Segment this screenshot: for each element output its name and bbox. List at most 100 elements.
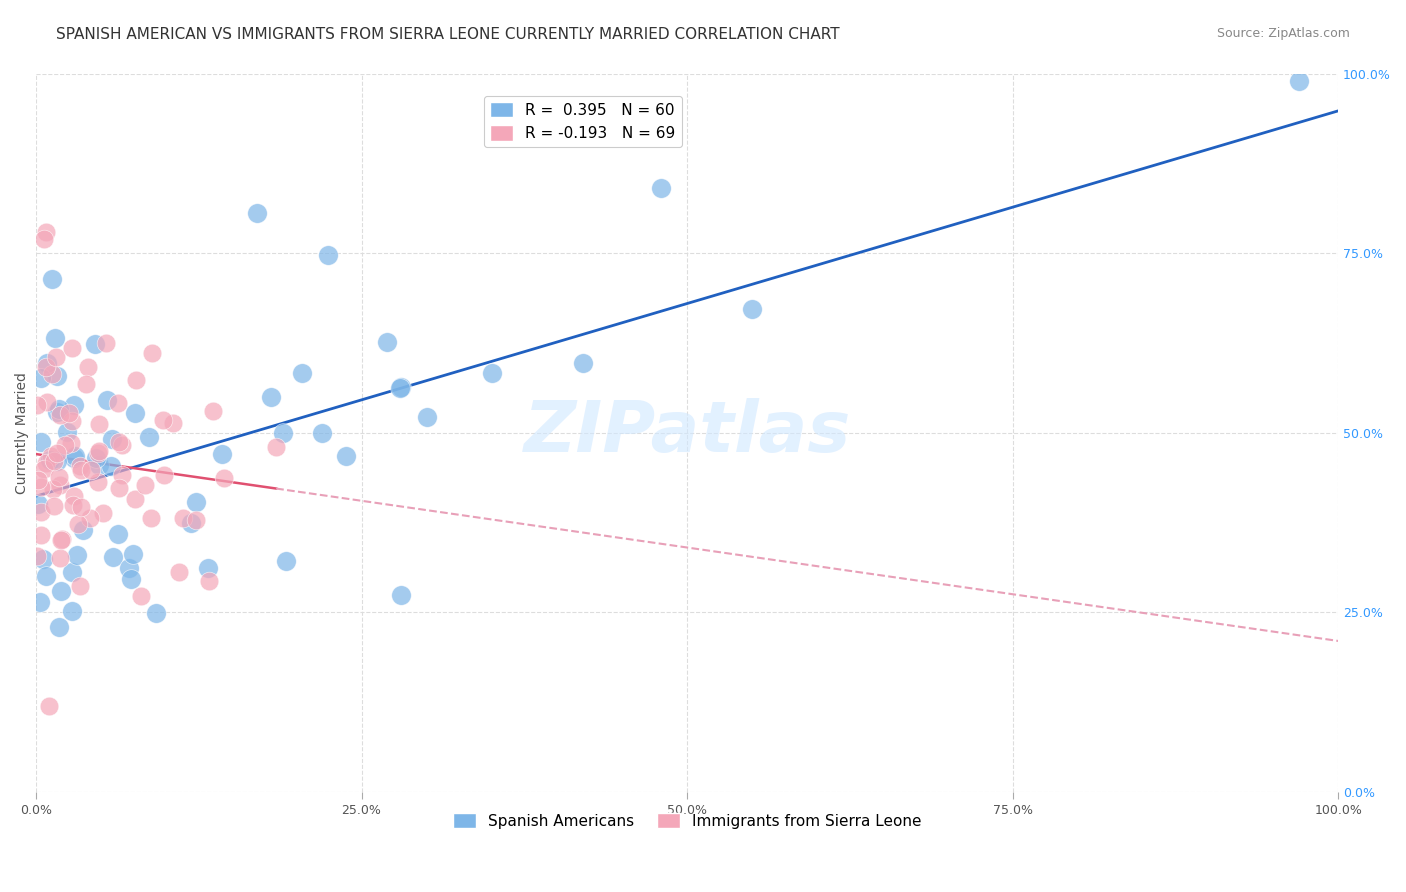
Point — [211, 446, 233, 460]
Point — [375, 334, 398, 349]
Point — [87, 445, 110, 459]
Point — [139, 511, 162, 525]
Point — [46, 405, 69, 419]
Point — [32, 462, 55, 476]
Point — [107, 396, 129, 410]
Point — [66, 549, 89, 563]
Point — [62, 399, 84, 413]
Point — [481, 367, 503, 381]
Point — [70, 500, 93, 514]
Point — [180, 516, 202, 530]
Point — [32, 232, 55, 246]
Point — [30, 434, 52, 449]
Point — [60, 414, 83, 428]
Point — [141, 346, 163, 360]
Point — [46, 454, 69, 468]
Point — [124, 406, 146, 420]
Point — [32, 551, 55, 566]
Point — [197, 561, 219, 575]
Point — [46, 446, 69, 460]
Point — [153, 468, 176, 483]
Point — [48, 401, 70, 416]
Point — [27, 473, 49, 487]
Point — [34, 569, 56, 583]
Point — [572, 356, 595, 370]
Point — [41, 272, 63, 286]
Point — [145, 607, 167, 621]
Point — [39, 449, 62, 463]
Point — [100, 458, 122, 473]
Point — [77, 360, 100, 375]
Point — [51, 533, 73, 547]
Point — [96, 336, 118, 351]
Point — [27, 497, 49, 511]
Point — [335, 449, 357, 463]
Point — [38, 698, 60, 713]
Point — [202, 404, 225, 418]
Point — [103, 549, 125, 564]
Point — [42, 499, 65, 513]
Point — [186, 513, 208, 527]
Point — [30, 528, 52, 542]
Point — [35, 355, 58, 369]
Point — [264, 440, 287, 454]
Point — [87, 475, 110, 489]
Point — [42, 453, 65, 467]
Point — [120, 573, 142, 587]
Point — [259, 390, 281, 404]
Point — [62, 451, 84, 466]
Point — [274, 554, 297, 568]
Point — [138, 430, 160, 444]
Point — [89, 458, 111, 472]
Point — [197, 574, 219, 589]
Point — [389, 380, 412, 394]
Point — [53, 438, 76, 452]
Point — [38, 453, 60, 467]
Point — [86, 450, 108, 465]
Point — [186, 495, 208, 509]
Point — [63, 449, 86, 463]
Point — [172, 510, 194, 524]
Text: Source: ZipAtlas.com: Source: ZipAtlas.com — [1216, 27, 1350, 40]
Point — [69, 463, 91, 477]
Point — [35, 359, 58, 374]
Point — [28, 594, 51, 608]
Point — [118, 560, 141, 574]
Point — [49, 408, 72, 422]
Point — [37, 395, 59, 409]
Point — [389, 587, 412, 601]
Point — [42, 483, 65, 497]
Point — [79, 511, 101, 525]
Point — [49, 551, 72, 566]
Point — [290, 367, 312, 381]
Point — [51, 533, 73, 547]
Point — [25, 549, 48, 563]
Text: SPANISH AMERICAN VS IMMIGRANTS FROM SIERRA LEONE CURRENTLY MARRIED CORRELATION C: SPANISH AMERICAN VS IMMIGRANTS FROM SIER… — [56, 27, 839, 42]
Point — [311, 426, 333, 441]
Point — [60, 565, 83, 579]
Point — [75, 376, 97, 391]
Point — [388, 381, 411, 395]
Point — [56, 425, 79, 439]
Point — [60, 341, 83, 355]
Point — [152, 412, 174, 426]
Legend: Spanish Americans, Immigrants from Sierra Leone: Spanish Americans, Immigrants from Sierr… — [447, 806, 928, 835]
Point — [107, 481, 129, 495]
Point — [108, 435, 131, 450]
Point — [111, 438, 134, 452]
Point — [30, 370, 52, 384]
Point — [650, 181, 672, 195]
Point — [58, 406, 80, 420]
Point — [69, 579, 91, 593]
Point — [741, 301, 763, 316]
Point — [25, 398, 48, 412]
Point — [67, 517, 90, 532]
Point — [69, 459, 91, 474]
Point — [62, 498, 84, 512]
Point — [30, 505, 52, 519]
Point — [79, 463, 101, 477]
Point — [96, 392, 118, 407]
Point — [125, 373, 148, 387]
Point — [91, 506, 114, 520]
Point — [124, 492, 146, 507]
